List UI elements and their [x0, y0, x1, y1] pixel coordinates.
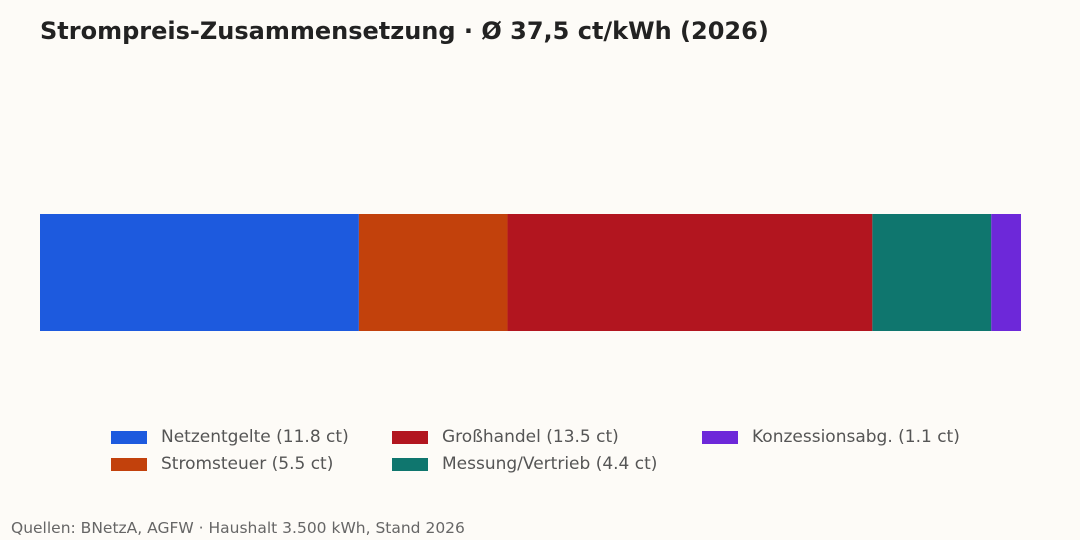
legend-label: Konzessionsabg. (1.1 ct) [752, 427, 960, 447]
legend-swatch [702, 430, 738, 444]
legend-item-0: Netzentgelte (11.8 ct) [111, 427, 349, 447]
bar-segment-0 [40, 214, 359, 331]
legend-label: Netzentgelte (11.8 ct) [161, 427, 349, 447]
legend-item-1: Stromsteuer (5.5 ct) [111, 454, 333, 474]
legend-label: Großhandel (13.5 ct) [442, 427, 619, 447]
bar-segment-3 [872, 214, 992, 331]
legend-swatch [392, 430, 428, 444]
chart-title: Strompreis-Zusammensetzung · Ø 37,5 ct/k… [40, 17, 769, 45]
source-note: Quellen: BNetzA, AGFW · Haushalt 3.500 k… [11, 519, 465, 537]
legend-item-2: Großhandel (13.5 ct) [392, 427, 619, 447]
legend-label: Messung/Vertrieb (4.4 ct) [442, 454, 658, 474]
bar-segment-2 [507, 214, 873, 331]
legend-swatch [392, 457, 428, 471]
legend-swatch [111, 430, 147, 444]
legend-item-3: Messung/Vertrieb (4.4 ct) [392, 454, 657, 474]
legend-item-4: Konzessionsabg. (1.1 ct) [702, 427, 960, 447]
legend-swatch [111, 457, 147, 471]
bar-segment-1 [358, 214, 508, 331]
bar-segment-4 [991, 214, 1021, 331]
legend-label: Stromsteuer (5.5 ct) [161, 454, 334, 474]
